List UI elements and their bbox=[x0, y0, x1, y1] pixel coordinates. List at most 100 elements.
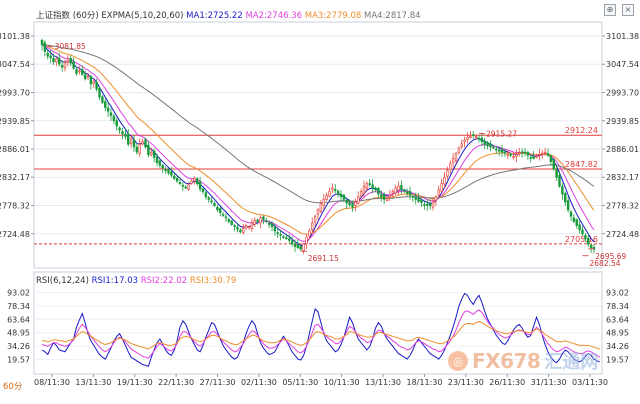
candle-body bbox=[290, 240, 294, 245]
candle-body bbox=[400, 184, 403, 190]
candle-body bbox=[285, 237, 288, 240]
candle-body bbox=[167, 169, 170, 174]
close-icon[interactable]: × bbox=[622, 4, 634, 16]
candle-body bbox=[95, 81, 98, 90]
candle-body bbox=[72, 61, 75, 69]
candle-body bbox=[124, 133, 127, 137]
candle-body bbox=[305, 236, 308, 245]
candle-body bbox=[451, 158, 455, 163]
level-label: 2912.24 bbox=[565, 126, 598, 135]
candle-body bbox=[63, 62, 67, 69]
rsi-tick-label-right: 93.02 bbox=[606, 289, 629, 298]
candle-body bbox=[492, 146, 495, 149]
candle-body bbox=[362, 185, 366, 194]
y-tick-label-left: 2886.01 bbox=[0, 145, 30, 154]
ma3-value: MA3:2779.08 bbox=[304, 11, 362, 21]
rsi-tick-label-right: 63.64 bbox=[606, 315, 629, 324]
period-label[interactable]: 60分 bbox=[76, 11, 96, 21]
candle-body bbox=[454, 152, 458, 161]
candle-body bbox=[262, 216, 265, 220]
x-tick-label: 13/11:30 bbox=[75, 378, 111, 387]
candle-body bbox=[512, 156, 515, 158]
candle-body bbox=[155, 156, 159, 163]
candle-body bbox=[336, 190, 340, 195]
candle-body bbox=[109, 112, 113, 116]
y-tick-label-right: 3047.54 bbox=[606, 60, 639, 69]
x-tick-label: 22/11:30 bbox=[158, 378, 194, 387]
candle-body bbox=[357, 196, 360, 204]
candle-body bbox=[316, 209, 320, 215]
candle-body bbox=[520, 151, 524, 153]
candle-body bbox=[293, 243, 297, 247]
candle-body bbox=[247, 226, 251, 229]
candle-body bbox=[334, 189, 337, 191]
candle-body bbox=[213, 203, 216, 207]
candle-body bbox=[161, 165, 164, 169]
rsi1-value: RSI1:17.03 bbox=[91, 276, 139, 286]
search-plus-icon[interactable]: ⊕ bbox=[604, 4, 616, 16]
candle-body bbox=[345, 199, 348, 204]
candle-body bbox=[302, 243, 305, 252]
candle-body bbox=[273, 226, 277, 232]
candle-body bbox=[385, 197, 389, 201]
y-tick-label-left: 2778.32 bbox=[0, 202, 30, 211]
candle-body bbox=[331, 187, 334, 191]
y-axis-ticks: 3101.38 3101.38 3047.54 3047.54 2993.70 2993.… bbox=[0, 32, 639, 364]
candle-body bbox=[589, 244, 593, 248]
candle-body bbox=[477, 137, 481, 140]
candle-body bbox=[489, 143, 492, 148]
candle-body bbox=[382, 194, 386, 200]
candle-body bbox=[250, 222, 254, 229]
candle-body bbox=[92, 80, 95, 84]
candle-body bbox=[420, 199, 423, 203]
candle-body bbox=[89, 76, 93, 85]
candle-body bbox=[173, 175, 176, 179]
candle-body bbox=[288, 238, 291, 241]
candle-body bbox=[219, 208, 222, 213]
rsi-tick-label-left: 48.95 bbox=[7, 329, 30, 338]
candle-body bbox=[244, 225, 248, 229]
rsi-tick-label-left: 34.26 bbox=[7, 342, 30, 351]
candle-body bbox=[351, 203, 354, 208]
candle-body bbox=[40, 40, 44, 45]
candle-body bbox=[342, 194, 346, 200]
candle-body bbox=[296, 244, 300, 248]
candle-body bbox=[538, 153, 541, 156]
rsi3-value: RSI3:30.79 bbox=[189, 276, 237, 286]
annotation-label: 2682.54 bbox=[590, 259, 621, 268]
candle-body bbox=[564, 192, 567, 203]
candle-body bbox=[500, 149, 504, 153]
x-tick-label: 31/11:30 bbox=[531, 378, 567, 387]
candle-body bbox=[437, 189, 440, 196]
candle-body bbox=[164, 168, 167, 171]
candle-body bbox=[276, 232, 279, 234]
candle-body bbox=[541, 152, 544, 155]
candle-body bbox=[101, 96, 104, 103]
candle-body bbox=[150, 151, 153, 156]
candle-body bbox=[98, 87, 101, 98]
annotation-label: 3081.85 bbox=[55, 42, 86, 51]
candle-body bbox=[75, 69, 78, 74]
candle-body bbox=[181, 184, 185, 187]
period-footer[interactable]: 60分 bbox=[3, 382, 23, 392]
watermark-cn: 汇通网 bbox=[544, 352, 599, 373]
candle-body bbox=[170, 171, 173, 176]
x-tick-label: 23/11:30 bbox=[448, 378, 484, 387]
candle-body bbox=[106, 107, 110, 112]
ma4-value: MA4:2817.84 bbox=[364, 11, 421, 21]
candle-body bbox=[58, 57, 61, 65]
candle-body bbox=[480, 137, 484, 143]
candle-body bbox=[104, 101, 107, 108]
candle-body bbox=[233, 225, 236, 228]
y-tick-label-right: 2939.85 bbox=[606, 117, 639, 126]
y-tick-label-left: 2832.17 bbox=[0, 173, 30, 182]
candle-body bbox=[529, 156, 532, 159]
candle-body bbox=[405, 191, 409, 194]
candle-body bbox=[443, 176, 446, 185]
y-tick-label-left: 3047.54 bbox=[0, 60, 30, 69]
candle-body bbox=[193, 178, 196, 182]
candle-body bbox=[434, 196, 438, 202]
rsi-tick-label-left: 19.57 bbox=[7, 355, 30, 364]
candle-body bbox=[546, 153, 550, 156]
